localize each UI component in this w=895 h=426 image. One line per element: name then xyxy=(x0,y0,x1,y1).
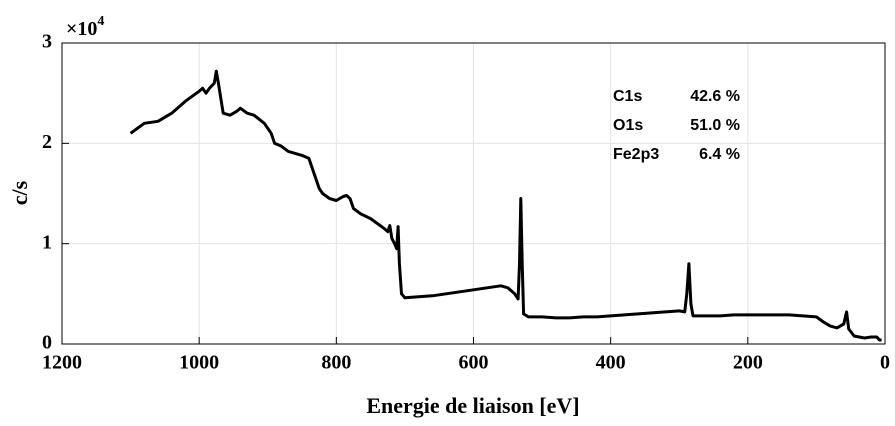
x-tick-label: 1000 xyxy=(179,352,219,374)
y-tick-label: 3 xyxy=(42,31,52,53)
annotation-name: Fe2p3 xyxy=(613,146,659,163)
x-tick-label: 0 xyxy=(880,352,890,374)
x-tick-label: 400 xyxy=(596,352,626,374)
x-tick-label: 800 xyxy=(321,352,351,374)
x-tick-label: 600 xyxy=(459,352,489,374)
y-axis-label: c/s xyxy=(7,180,32,205)
spectrum-line xyxy=(129,69,882,342)
y-tick-label: 0 xyxy=(42,332,52,354)
y-multiplier-exponent: 4 xyxy=(97,14,104,29)
y-multiplier-base: ×10 xyxy=(66,18,97,40)
annotation-value: 42.6 % xyxy=(690,88,740,105)
x-axis-label: Energie de liaison [eV] xyxy=(366,393,579,418)
y-tick-label: 1 xyxy=(42,231,52,253)
plot-frame xyxy=(61,42,886,345)
annotation-name: O1s xyxy=(613,117,643,134)
x-tick-label: 200 xyxy=(733,352,763,374)
x-tick-label: 1200 xyxy=(42,352,82,374)
annotation-value: 6.4 % xyxy=(699,146,740,163)
y-multiplier: ×104 xyxy=(66,14,104,39)
y-tick-label: 2 xyxy=(42,131,52,153)
annotation-value: 51.0 % xyxy=(690,117,740,134)
annotation-name: C1s xyxy=(613,88,642,105)
